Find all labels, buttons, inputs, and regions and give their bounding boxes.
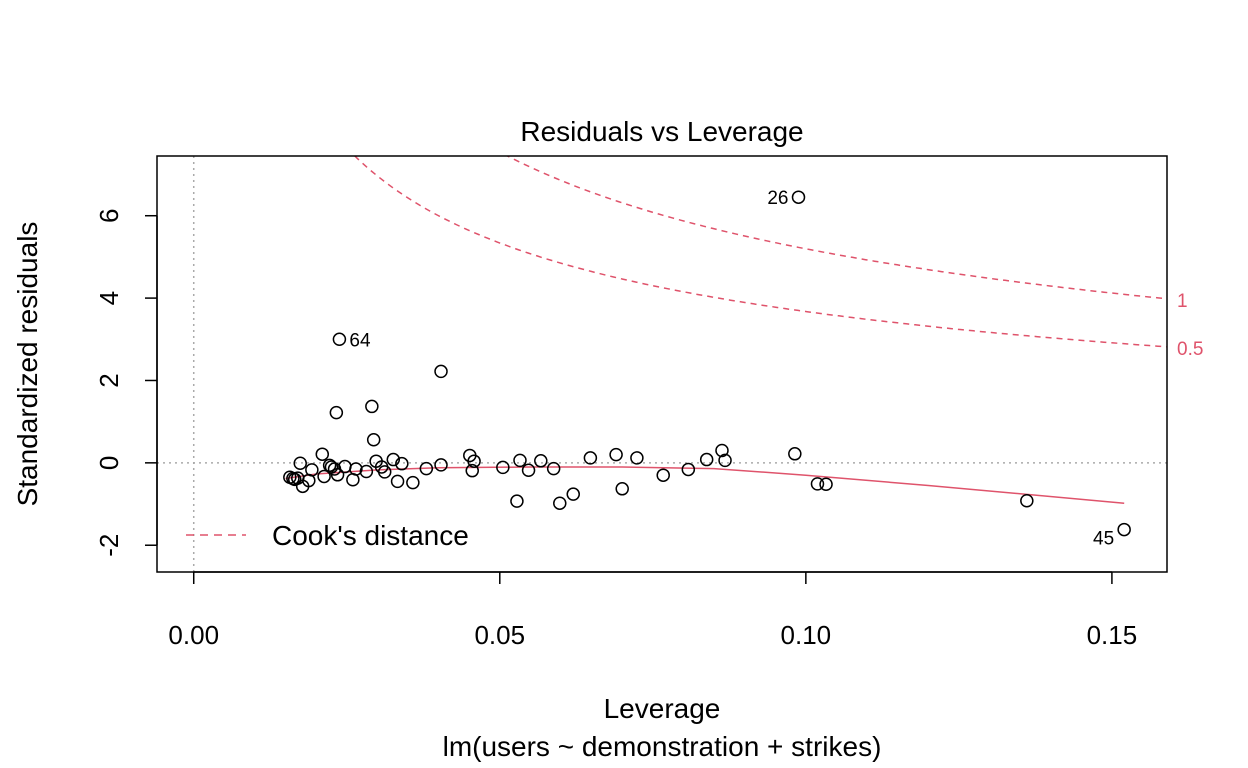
data-point [359,464,374,479]
data-point [534,454,548,468]
data-point [465,463,479,478]
data-point [681,462,696,477]
data-point [791,190,806,204]
point-label-64: 64 [349,330,371,351]
x-tick-label: 0.00 [168,620,219,650]
cooks-distance-label-0-5: 0.5 [1177,339,1203,360]
data-point [583,451,598,465]
cooks-distance-contour-0-5 [353,156,1167,348]
data-point [434,458,448,472]
data-point [377,465,392,479]
plot-content [157,156,1167,572]
data-point [810,477,825,491]
legend-cooks-distance-label: Cook's distance [272,520,469,551]
point-label-26: 26 [767,188,788,209]
legend: Cook's distance [186,520,469,551]
data-point [819,477,833,492]
data-point [1020,493,1034,508]
data-point [386,452,401,467]
data-point [406,475,420,490]
cooks-distance-label-1: 1 [1177,291,1188,312]
y-tick-label: 0 [94,456,124,470]
data-point [521,463,536,478]
data-point [365,399,379,414]
chart-subtitle: lm(users ~ demonstration + strikes) [443,731,882,762]
plot-area: 1 0.5 26 64 45 [157,156,1203,572]
y-axis-label: Standardized residuals [12,222,43,507]
data-point [329,405,344,420]
y-tick-label: 6 [94,208,124,222]
data-point [315,447,330,461]
data-point [630,451,644,465]
data-point [366,433,381,447]
data-point [553,496,567,510]
x-axis-label: Leverage [604,693,721,724]
data-point [510,494,524,508]
y-tick-label: -2 [94,534,124,557]
data-point [496,460,510,475]
plot-frame [156,155,1168,573]
data-point [317,469,331,484]
x-axis: 0.00 0.05 0.10 0.15 [168,571,1138,650]
data-point [330,468,345,482]
data-point [1117,522,1131,537]
data-point [788,447,802,461]
x-tick-label: 0.10 [781,620,832,650]
data-point [699,452,714,467]
data-point [349,462,363,476]
data-point [395,456,409,471]
data-point [566,487,580,501]
cooks-distance-contour-1 [505,156,1167,300]
data-point [332,332,347,347]
point-label-45: 45 [1093,529,1114,550]
data-point [419,461,434,476]
data-point [656,468,670,482]
data-point [718,453,732,468]
data-point [609,447,623,462]
data-point [293,456,307,471]
y-axis: -2 0 2 4 6 [94,208,158,557]
data-point [546,461,561,476]
chart-title: Residuals vs Leverage [520,116,803,147]
data-point [390,474,405,489]
y-tick-label: 4 [94,291,124,305]
x-tick-label: 0.05 [474,620,525,650]
data-point [715,443,729,458]
smoothed-residual-line [285,466,1125,504]
y-tick-label: 2 [94,373,124,387]
x-tick-label: 0.15 [1087,620,1138,650]
data-point [615,482,629,496]
data-point [302,473,316,488]
data-point [467,454,481,468]
data-point [513,453,527,468]
data-point [434,364,448,379]
